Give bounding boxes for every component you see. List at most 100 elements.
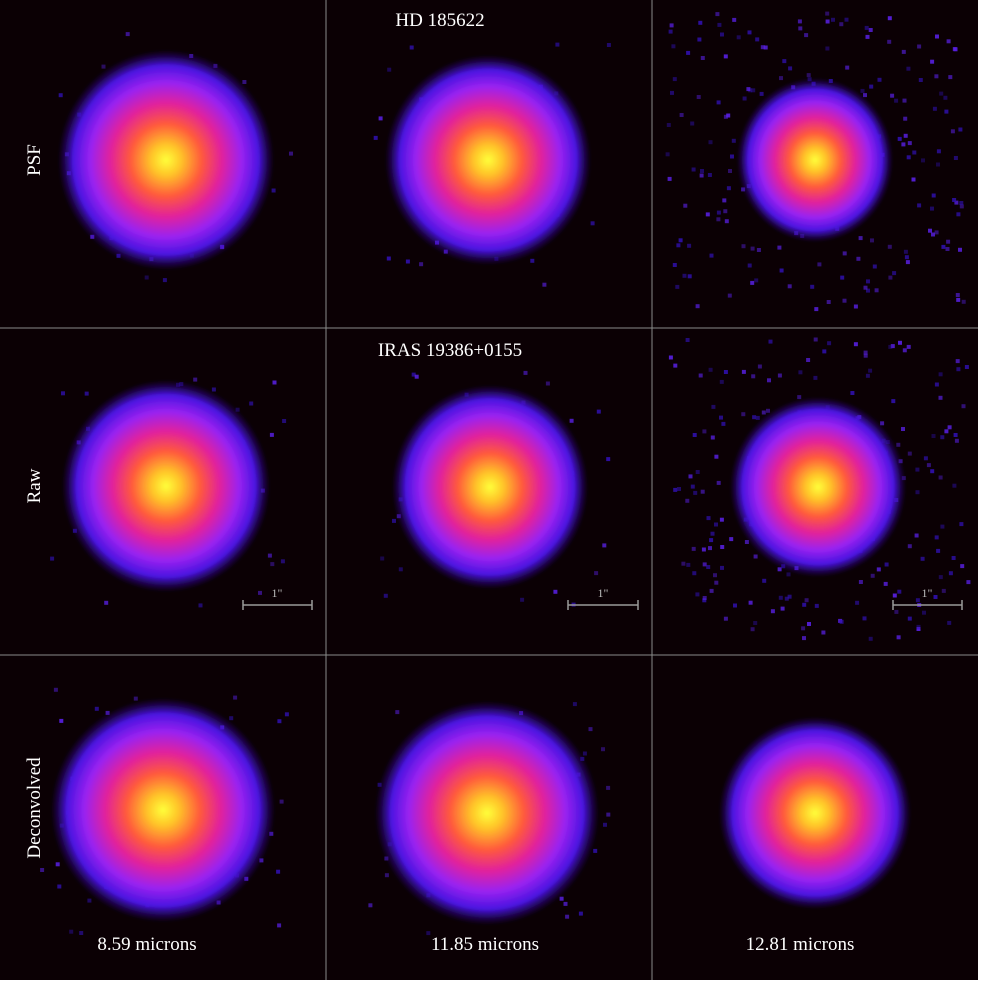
noise-speck bbox=[409, 45, 414, 50]
noise-speck bbox=[715, 12, 720, 17]
noise-speck bbox=[827, 341, 832, 346]
noise-speck bbox=[966, 580, 971, 585]
noise-speck bbox=[723, 209, 728, 214]
noise-speck bbox=[378, 116, 383, 121]
noise-speck bbox=[853, 304, 858, 309]
noise-speck bbox=[84, 391, 89, 396]
noise-speck bbox=[748, 600, 753, 605]
noise-speck bbox=[952, 483, 957, 488]
noise-speck bbox=[387, 67, 392, 72]
noise-speck bbox=[926, 463, 931, 468]
noise-speck bbox=[272, 380, 277, 385]
noise-speck bbox=[897, 136, 902, 141]
noise-speck bbox=[692, 433, 697, 437]
noise-speck bbox=[276, 869, 281, 874]
noise-speck bbox=[233, 695, 238, 700]
noise-speck bbox=[672, 77, 677, 82]
noise-speck bbox=[753, 554, 758, 559]
noise-speck bbox=[934, 535, 939, 540]
noise-speck bbox=[530, 258, 535, 263]
noise-speck bbox=[686, 562, 691, 567]
noise-speck bbox=[884, 562, 889, 567]
noise-speck bbox=[258, 590, 262, 595]
noise-speck bbox=[368, 903, 373, 908]
noise-speck bbox=[104, 600, 109, 605]
noise-speck bbox=[960, 564, 965, 569]
noise-speck bbox=[267, 553, 272, 558]
noise-speck bbox=[946, 39, 951, 44]
noise-speck bbox=[729, 537, 734, 542]
noise-speck bbox=[952, 198, 957, 202]
noise-speck bbox=[723, 114, 728, 119]
noise-speck bbox=[770, 609, 775, 614]
noise-speck bbox=[934, 382, 939, 387]
noise-speck bbox=[777, 245, 782, 250]
noise-speck bbox=[802, 636, 806, 641]
column-label: 11.85 microns bbox=[431, 934, 539, 955]
noise-speck bbox=[914, 533, 919, 538]
scale-bar-label: 1" bbox=[272, 586, 283, 600]
noise-speck bbox=[768, 339, 773, 344]
row-label: PSF bbox=[24, 144, 45, 176]
scale-bar-label: 1" bbox=[598, 586, 609, 600]
noise-speck bbox=[40, 868, 45, 872]
noise-speck bbox=[813, 337, 818, 342]
noise-speck bbox=[133, 696, 138, 701]
noise-speck bbox=[732, 17, 737, 22]
noise-speck bbox=[780, 606, 785, 611]
noise-speck bbox=[864, 25, 869, 30]
noise-speck bbox=[242, 80, 247, 84]
noise-speck bbox=[716, 217, 721, 222]
noise-speck bbox=[392, 518, 396, 523]
noise-speck bbox=[671, 44, 676, 49]
noise-speck bbox=[901, 427, 905, 431]
noise-speck bbox=[915, 467, 920, 472]
noise-speck bbox=[779, 268, 784, 273]
noise-speck bbox=[395, 710, 400, 715]
noise-speck bbox=[709, 588, 714, 593]
noise-speck bbox=[887, 39, 892, 44]
noise-speck bbox=[709, 538, 714, 543]
noise-speck bbox=[826, 300, 831, 304]
noise-speck bbox=[588, 727, 593, 732]
noise-speck bbox=[777, 373, 782, 378]
noise-speck bbox=[162, 278, 167, 283]
noise-speck bbox=[688, 474, 693, 479]
noise-speck bbox=[901, 49, 906, 54]
noise-speck bbox=[954, 200, 959, 205]
noise-speck bbox=[923, 456, 928, 461]
noise-speck bbox=[380, 556, 385, 561]
noise-speck bbox=[590, 221, 595, 226]
noise-speck bbox=[101, 64, 106, 69]
noise-speck bbox=[902, 98, 907, 103]
noise-speck bbox=[751, 374, 756, 379]
noise-speck bbox=[806, 73, 811, 78]
noise-speck bbox=[714, 580, 719, 585]
noise-speck bbox=[928, 228, 932, 233]
noise-speck bbox=[897, 589, 902, 594]
noise-speck bbox=[690, 484, 695, 489]
noise-speck bbox=[825, 19, 830, 24]
noise-speck bbox=[57, 884, 62, 889]
noise-speck bbox=[922, 610, 926, 615]
noise-speck bbox=[755, 415, 760, 420]
noise-speck bbox=[284, 712, 289, 717]
noise-speck bbox=[880, 421, 885, 426]
noise-speck bbox=[699, 173, 704, 178]
noise-speck bbox=[907, 451, 912, 456]
noise-speck bbox=[271, 188, 276, 193]
noise-speck bbox=[753, 621, 758, 625]
noise-speck bbox=[778, 595, 783, 600]
noise-speck bbox=[784, 596, 789, 601]
noise-speck bbox=[565, 914, 570, 919]
noise-speck bbox=[956, 212, 961, 217]
noise-speck bbox=[956, 297, 961, 302]
noise-speck bbox=[892, 593, 897, 598]
noise-speck bbox=[915, 490, 920, 495]
noise-speck bbox=[720, 32, 724, 37]
noise-speck bbox=[822, 349, 827, 354]
scale-bar: 1" bbox=[892, 586, 963, 610]
noise-speck bbox=[289, 151, 293, 156]
noise-speck bbox=[211, 387, 216, 392]
noise-speck bbox=[280, 559, 285, 564]
